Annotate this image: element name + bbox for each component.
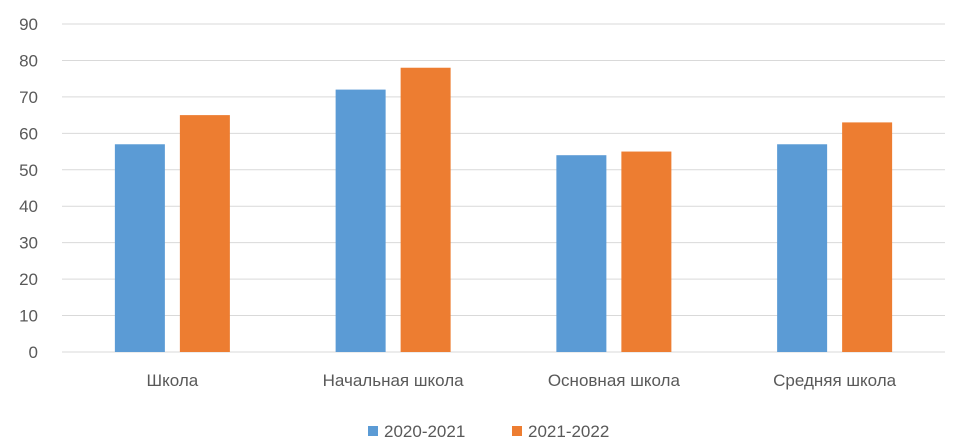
- x-axis-category-labels: Школа Начальная школа Основная школа Средня…: [147, 371, 897, 390]
- y-tick-label: 30: [19, 234, 38, 253]
- legend-swatch: [512, 426, 522, 436]
- bar-series-2: [621, 151, 672, 352]
- y-axis-tick-labels: 0 10 20 30 40 50 60 70 80 90: [19, 15, 38, 362]
- y-tick-label: 90: [19, 15, 38, 34]
- x-category-label: Средняя школа: [773, 371, 897, 390]
- bar-series-1: [556, 155, 607, 352]
- x-category-label: Начальная школа: [323, 371, 464, 390]
- y-tick-label: 80: [19, 51, 38, 70]
- y-tick-label: 60: [19, 124, 38, 143]
- bar-series-1: [777, 144, 828, 352]
- x-category-label: Школа: [147, 371, 199, 390]
- bar-series-1: [335, 89, 386, 352]
- y-tick-label: 10: [19, 307, 38, 326]
- y-tick-label: 70: [19, 88, 38, 107]
- y-tick-label: 50: [19, 161, 38, 180]
- y-tick-label: 20: [19, 270, 38, 289]
- bar-series-1: [114, 144, 165, 352]
- bar-series-2: [400, 67, 451, 352]
- bars: [114, 67, 893, 353]
- bar-series-2: [842, 122, 893, 353]
- legend-label: 2020-2021: [384, 422, 465, 441]
- y-tick-label: 40: [19, 197, 38, 216]
- legend-swatch: [368, 426, 378, 436]
- y-tick-label: 0: [29, 343, 38, 362]
- legend: 2020-2021 2021-2022: [368, 422, 609, 441]
- legend-label: 2021-2022: [528, 422, 609, 441]
- bar-series-2: [179, 115, 230, 352]
- x-category-label: Основная школа: [548, 371, 681, 390]
